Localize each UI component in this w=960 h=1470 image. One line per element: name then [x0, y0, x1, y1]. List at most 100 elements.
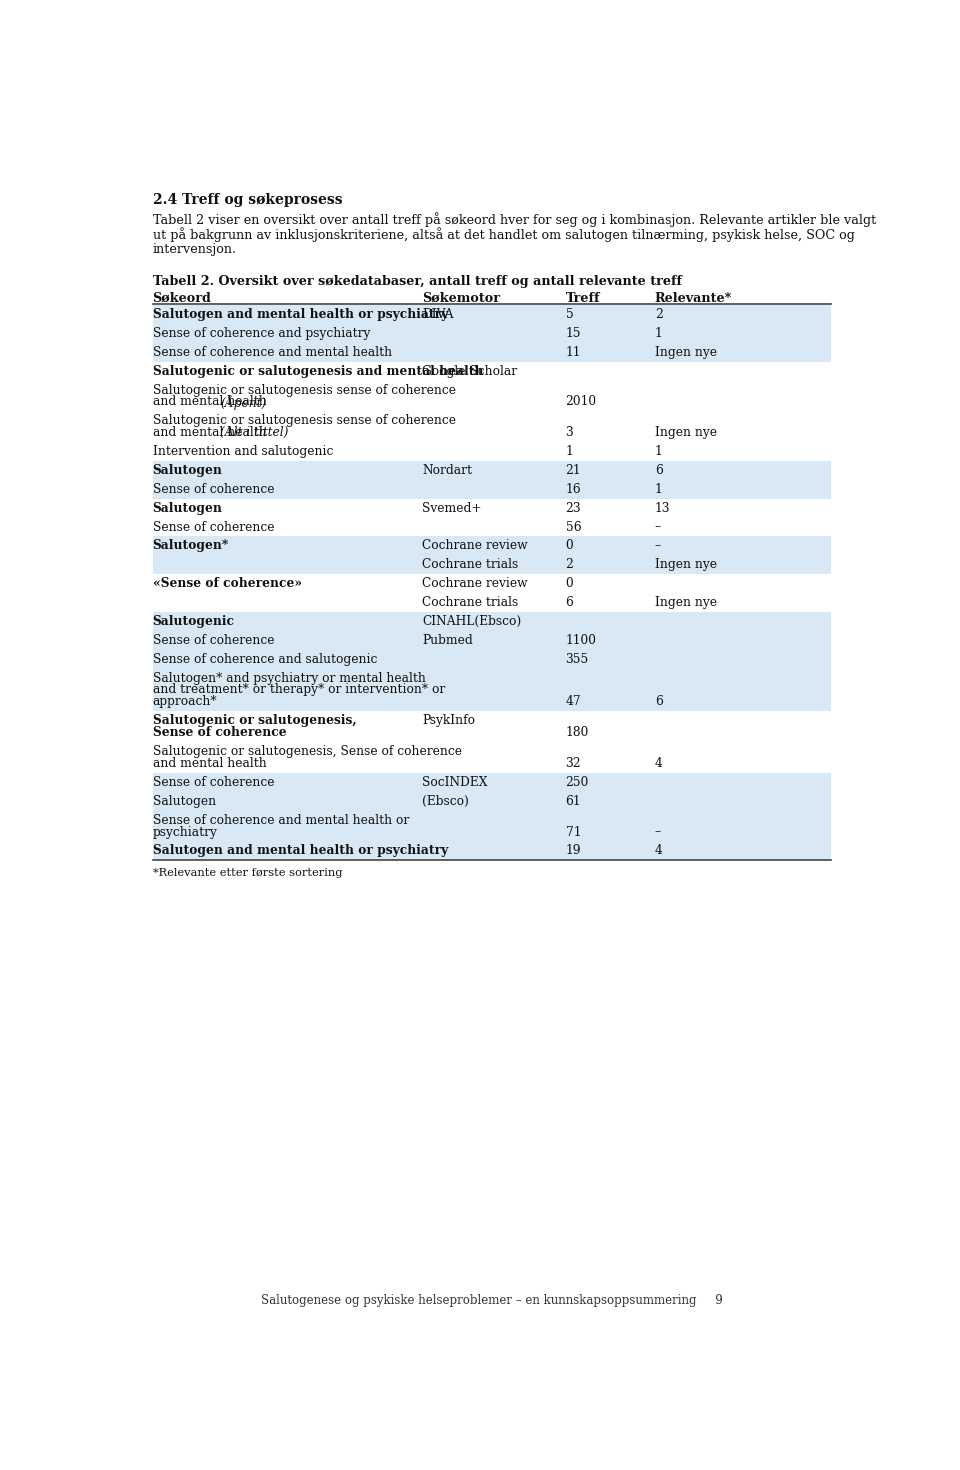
Bar: [153, 841, 831, 860]
Text: and treatment* or therapy* or intervention* or: and treatment* or therapy* or interventi…: [153, 684, 444, 697]
Text: 19: 19: [565, 844, 581, 857]
Text: 1: 1: [655, 445, 662, 459]
Text: Treff: Treff: [565, 293, 600, 304]
Text: Cochrane trials: Cochrane trials: [422, 595, 518, 609]
Text: Sense of coherence and mental health: Sense of coherence and mental health: [153, 345, 392, 359]
Bar: [153, 810, 831, 841]
Text: Sense of coherence: Sense of coherence: [153, 776, 274, 789]
Text: 47: 47: [565, 695, 581, 709]
Text: Tabell 2. Oversikt over søkedatabaser, antall treff og antall relevante treff: Tabell 2. Oversikt over søkedatabaser, a…: [153, 275, 682, 288]
Text: 6: 6: [565, 595, 573, 609]
Text: Ingen nye: Ingen nye: [655, 559, 717, 572]
Bar: [153, 304, 831, 323]
Text: Tabell 2 viser en oversikt over antall treff på søkeord hver for seg og i kombin: Tabell 2 viser en oversikt over antall t…: [153, 212, 876, 226]
Text: Cochrane review: Cochrane review: [422, 539, 528, 553]
Text: Salutogen: Salutogen: [153, 465, 223, 476]
Text: 2: 2: [565, 559, 573, 572]
Text: Sense of coherence: Sense of coherence: [153, 726, 286, 739]
Text: Sense of coherence and psychiatry: Sense of coherence and psychiatry: [153, 326, 370, 340]
Text: 6: 6: [655, 465, 662, 476]
Text: DIVA: DIVA: [422, 309, 454, 320]
Text: SocINDEX: SocINDEX: [422, 776, 488, 789]
Bar: [153, 556, 831, 575]
Text: 6: 6: [655, 695, 662, 709]
Bar: [153, 462, 831, 479]
Text: (Ebsco): (Ebsco): [422, 795, 469, 807]
Text: 2: 2: [655, 309, 662, 320]
Text: Cochrane trials: Cochrane trials: [422, 559, 518, 572]
Text: 16: 16: [565, 482, 581, 495]
Text: 15: 15: [565, 326, 581, 340]
Text: 355: 355: [565, 653, 588, 666]
Text: Sense of coherence: Sense of coherence: [153, 520, 274, 534]
Text: 1: 1: [565, 445, 573, 459]
Text: Relevante*: Relevante*: [655, 293, 732, 304]
Bar: [153, 773, 831, 792]
Text: Salutogen*: Salutogen*: [153, 539, 228, 553]
Text: approach*: approach*: [153, 695, 217, 709]
Text: CINAHL(Ebsco): CINAHL(Ebsco): [422, 614, 521, 628]
Text: Ingen nye: Ingen nye: [655, 595, 717, 609]
Text: 1: 1: [655, 482, 662, 495]
Text: Sense of coherence: Sense of coherence: [153, 634, 274, 647]
Text: Sense of coherence and mental health or: Sense of coherence and mental health or: [153, 813, 409, 826]
Text: *Relevante etter første sortering: *Relevante etter første sortering: [153, 867, 342, 878]
Bar: [153, 343, 831, 362]
Text: Salutogen: Salutogen: [153, 501, 223, 514]
Text: Salutogen and mental health or psychiatry: Salutogen and mental health or psychiatr…: [153, 844, 447, 857]
Text: 1: 1: [655, 326, 662, 340]
Text: Søkeord: Søkeord: [153, 293, 211, 304]
Bar: [153, 612, 831, 631]
Text: 5: 5: [565, 309, 573, 320]
Text: 4: 4: [655, 757, 662, 770]
Text: (Alt i tittel): (Alt i tittel): [220, 426, 289, 440]
Text: 3: 3: [565, 426, 573, 440]
Text: Salutogen* and psychiatry or mental health: Salutogen* and psychiatry or mental heal…: [153, 672, 425, 685]
Text: Sense of coherence: Sense of coherence: [153, 482, 274, 495]
Text: «Sense of coherence»: «Sense of coherence»: [153, 578, 301, 589]
Text: Ingen nye: Ingen nye: [655, 426, 717, 440]
Text: Cochrane review: Cochrane review: [422, 578, 528, 589]
Text: –: –: [655, 826, 660, 838]
Text: Nordart: Nordart: [422, 465, 472, 476]
Text: 71: 71: [565, 826, 581, 838]
Text: and mental health: and mental health: [153, 757, 266, 770]
Text: 61: 61: [565, 795, 581, 807]
Text: Sense of coherence and salutogenic: Sense of coherence and salutogenic: [153, 653, 377, 666]
Bar: [153, 669, 831, 711]
Bar: [153, 323, 831, 343]
Text: 1100: 1100: [565, 634, 596, 647]
Text: Google Scholar: Google Scholar: [422, 365, 517, 378]
Text: Salutogen and mental health or psychiatry: Salutogen and mental health or psychiatr…: [153, 309, 447, 320]
Text: 56: 56: [565, 520, 581, 534]
Text: Svemed+: Svemed+: [422, 501, 482, 514]
Bar: [153, 631, 831, 650]
Text: 2.4 Treff og søkeprosess: 2.4 Treff og søkeprosess: [153, 194, 342, 207]
Text: Intervention and salutogenic: Intervention and salutogenic: [153, 445, 333, 459]
Text: –: –: [655, 539, 660, 553]
Text: 23: 23: [565, 501, 581, 514]
Text: Søkemotor: Søkemotor: [422, 293, 500, 304]
Text: PsykInfo: PsykInfo: [422, 714, 475, 728]
Text: Salutogenese og psykiske helseproblemer – en kunnskapsoppsummering     9: Salutogenese og psykiske helseproblemer …: [261, 1295, 723, 1307]
Text: Ingen nye: Ingen nye: [655, 345, 717, 359]
Text: 13: 13: [655, 501, 670, 514]
Text: ut på bakgrunn av inklusjonskriteriene, altså at det handlet om salutogen tilnær: ut på bakgrunn av inklusjonskriteriene, …: [153, 228, 854, 243]
Text: 4: 4: [655, 844, 662, 857]
Text: 11: 11: [565, 345, 581, 359]
Text: 250: 250: [565, 776, 589, 789]
Text: 180: 180: [565, 726, 589, 739]
Text: Salutogenic or salutogenesis,: Salutogenic or salutogenesis,: [153, 714, 356, 728]
Text: Salutogenic: Salutogenic: [153, 614, 234, 628]
Text: –: –: [655, 520, 660, 534]
Text: 21: 21: [565, 465, 581, 476]
Text: (Åpent): (Åpent): [220, 395, 267, 410]
Text: Salutogenic or salutogenesis sense of coherence: Salutogenic or salutogenesis sense of co…: [153, 415, 456, 428]
Text: 32: 32: [565, 757, 581, 770]
Text: and mental health: and mental health: [153, 395, 270, 409]
Text: 0: 0: [565, 539, 573, 553]
Text: 2010: 2010: [565, 395, 597, 409]
Text: Salutogenic or salutogenesis and mental health: Salutogenic or salutogenesis and mental …: [153, 365, 483, 378]
Text: Pubmed: Pubmed: [422, 634, 473, 647]
Text: Salutogen: Salutogen: [153, 795, 216, 807]
